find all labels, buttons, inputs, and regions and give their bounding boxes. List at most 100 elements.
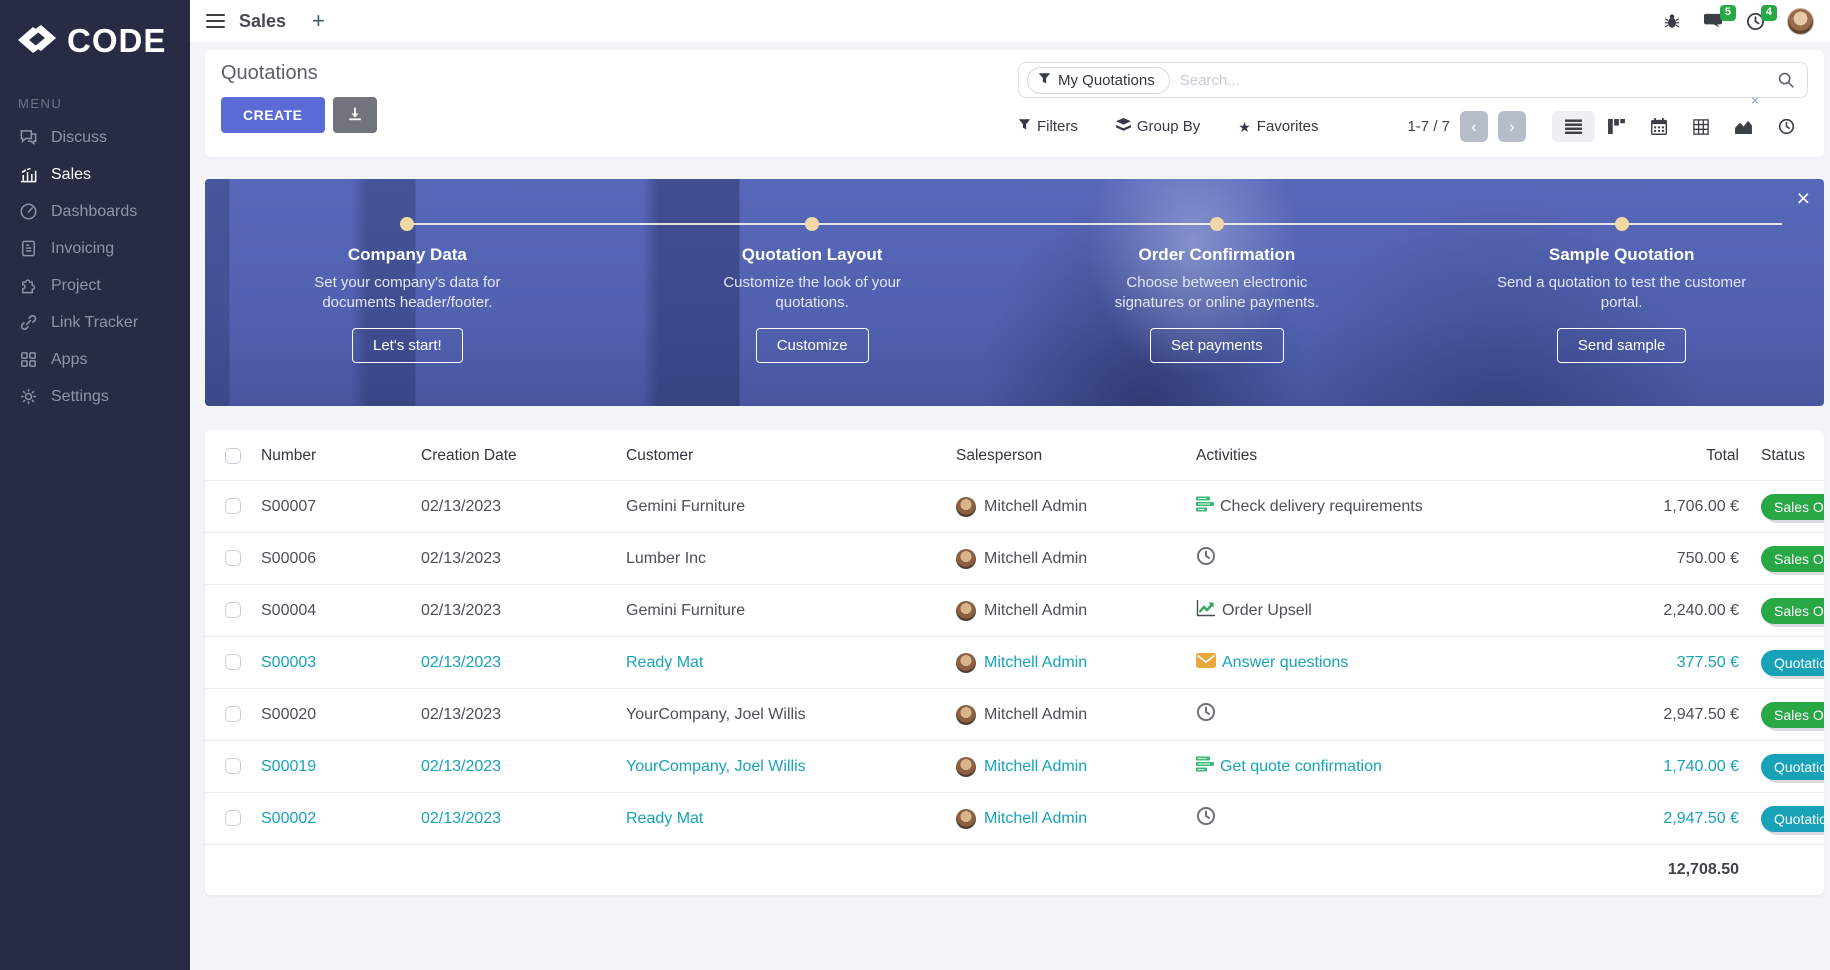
row-creation-date[interactable]: 02/13/2023 (415, 792, 620, 845)
app-logo[interactable]: CODE (0, 0, 190, 66)
table-row[interactable]: S00020 02/13/2023 YourCompany, Joel Will… (205, 688, 1824, 741)
pager-previous-button[interactable]: ‹ (1460, 111, 1488, 142)
row-customer[interactable]: Ready Mat (620, 636, 950, 689)
create-button[interactable]: CREATE (221, 97, 325, 133)
clock-activity-icon[interactable] (1196, 546, 1216, 571)
view-activity-icon[interactable] (1765, 110, 1808, 143)
group-by-button[interactable]: Group By (1115, 117, 1200, 136)
new-tab-plus-icon[interactable]: + (312, 8, 325, 33)
tasks-activity-icon[interactable] (1196, 496, 1214, 517)
table-row[interactable]: S00004 02/13/2023 Gemini Furniture Mitch… (205, 584, 1824, 637)
search-facet-my-quotations[interactable]: My Quotations (1027, 66, 1170, 94)
view-pivot-icon[interactable] (1680, 111, 1722, 143)
row-creation-date[interactable]: 02/13/2023 (415, 636, 620, 689)
row-customer[interactable]: Lumber Inc (620, 532, 950, 585)
row-checkbox[interactable] (225, 498, 241, 515)
row-number[interactable]: S00006 (255, 532, 415, 585)
row-number[interactable]: S00020 (255, 688, 415, 741)
row-customer[interactable]: YourCompany, Joel Willis (620, 688, 950, 741)
debug-bug-icon[interactable] (1663, 12, 1681, 30)
row-customer[interactable]: Gemini Furniture (620, 584, 950, 637)
view-kanban-icon[interactable] (1595, 111, 1638, 142)
status-badge: Quotation (1761, 649, 1824, 676)
pager-next-button[interactable]: › (1498, 111, 1526, 142)
sidebar: CODE MENU Discuss Sales Dashboards Invoi… (0, 0, 190, 970)
favorites-button[interactable]: ★ Favorites (1238, 118, 1318, 135)
column-header-activities[interactable]: Activities (1196, 447, 1258, 464)
banner-close-icon[interactable]: × (1796, 185, 1810, 211)
row-creation-date[interactable]: 02/13/2023 (415, 688, 620, 741)
clock-activity-icon[interactable] (1196, 702, 1216, 727)
column-header-total[interactable]: Total (1706, 447, 1739, 464)
sidebar-item-dashboards[interactable]: Dashboards (0, 193, 190, 230)
row-number[interactable]: S00002 (255, 792, 415, 845)
row-number[interactable]: S00004 (255, 584, 415, 637)
column-header-salesperson[interactable]: Salesperson (956, 447, 1043, 464)
row-activity-label[interactable]: Answer questions (1222, 653, 1349, 671)
row-creation-date[interactable]: 02/13/2023 (415, 740, 620, 793)
step-action-button[interactable]: Set payments (1150, 327, 1284, 363)
column-header-creation-date[interactable]: Creation Date (421, 447, 517, 464)
row-checkbox[interactable] (225, 550, 241, 567)
sidebar-item-link-tracker[interactable]: Link Tracker (0, 304, 190, 341)
row-number[interactable]: S00007 (255, 480, 415, 533)
row-creation-date[interactable]: 02/13/2023 (415, 480, 620, 533)
row-activity-label[interactable]: Order Upsell (1222, 601, 1312, 619)
table-row[interactable]: S00003 02/13/2023 Ready Mat Mitchell Adm… (205, 636, 1824, 689)
column-header-number[interactable]: Number (261, 447, 317, 464)
row-customer[interactable]: Gemini Furniture (620, 480, 950, 533)
row-activity-label[interactable]: Check delivery requirements (1220, 497, 1423, 515)
sidebar-item-invoicing[interactable]: Invoicing (0, 230, 190, 267)
user-avatar[interactable] (1787, 7, 1814, 35)
activities-clock-icon[interactable]: 4 (1746, 4, 1777, 31)
tasks-activity-icon[interactable] (1196, 756, 1214, 777)
envelope-activity-icon[interactable] (1196, 652, 1216, 673)
column-header-customer[interactable]: Customer (626, 447, 694, 464)
step-description: Customize the look of your quotations. (723, 274, 901, 312)
view-calendar-icon[interactable] (1638, 110, 1680, 143)
status-badge: Quotation (1761, 805, 1824, 832)
filters-button[interactable]: Filters (1018, 118, 1078, 135)
row-checkbox[interactable] (225, 602, 241, 619)
row-activity-label[interactable]: Get quote confirmation (1220, 757, 1382, 775)
row-checkbox[interactable] (225, 654, 241, 671)
topbar-app-title: Sales (239, 10, 287, 31)
search-bar[interactable]: My Quotations Search... × (1018, 62, 1808, 108)
sidebar-item-project[interactable]: Project (0, 267, 190, 304)
step-action-button[interactable]: Customize (755, 327, 869, 363)
table-row[interactable]: S00007 02/13/2023 Gemini Furniture Mitch… (205, 480, 1824, 533)
onboarding-step: Quotation Layout Customize the look of y… (610, 179, 1015, 406)
column-header-status[interactable]: Status (1761, 447, 1805, 464)
export-button[interactable] (332, 97, 377, 133)
view-graph-icon[interactable] (1722, 111, 1765, 142)
chart-activity-icon[interactable] (1196, 599, 1216, 622)
sidebar-item-settings[interactable]: Settings (0, 378, 190, 415)
hamburger-menu-icon[interactable] (206, 13, 225, 29)
table-row[interactable]: S00019 02/13/2023 YourCompany, Joel Will… (205, 740, 1824, 793)
row-checkbox[interactable] (225, 706, 241, 723)
row-checkbox[interactable] (225, 758, 241, 775)
search-icon[interactable] (1777, 71, 1795, 89)
sidebar-item-discuss[interactable]: Discuss (0, 119, 190, 156)
sidebar-item-sales[interactable]: Sales (0, 156, 190, 193)
table-row[interactable]: S00006 02/13/2023 Lumber Inc Mitchell Ad… (205, 532, 1824, 585)
step-action-button[interactable]: Let's start! (352, 327, 463, 363)
row-creation-date[interactable]: 02/13/2023 (415, 584, 620, 637)
sidebar-item-apps[interactable]: Apps (0, 341, 190, 378)
select-all-checkbox[interactable] (225, 447, 241, 464)
activities-count-badge: 4 (1760, 4, 1777, 21)
messages-icon[interactable]: 5 (1703, 4, 1736, 31)
filters-label: Filters (1037, 118, 1078, 135)
row-checkbox[interactable] (225, 810, 241, 827)
clock-activity-icon[interactable] (1196, 806, 1216, 831)
view-list-icon[interactable] (1552, 111, 1595, 142)
row-number[interactable]: S00003 (255, 636, 415, 689)
table-row[interactable]: S00002 02/13/2023 Ready Mat Mitchell Adm… (205, 792, 1824, 845)
row-customer[interactable]: Ready Mat (620, 792, 950, 845)
remove-facet-icon[interactable]: × (1750, 92, 1759, 108)
row-creation-date[interactable]: 02/13/2023 (415, 532, 620, 585)
row-customer[interactable]: YourCompany, Joel Willis (620, 740, 950, 793)
row-number[interactable]: S00019 (255, 740, 415, 793)
step-action-button[interactable]: Send sample (1556, 327, 1687, 363)
step-dot (805, 217, 820, 231)
